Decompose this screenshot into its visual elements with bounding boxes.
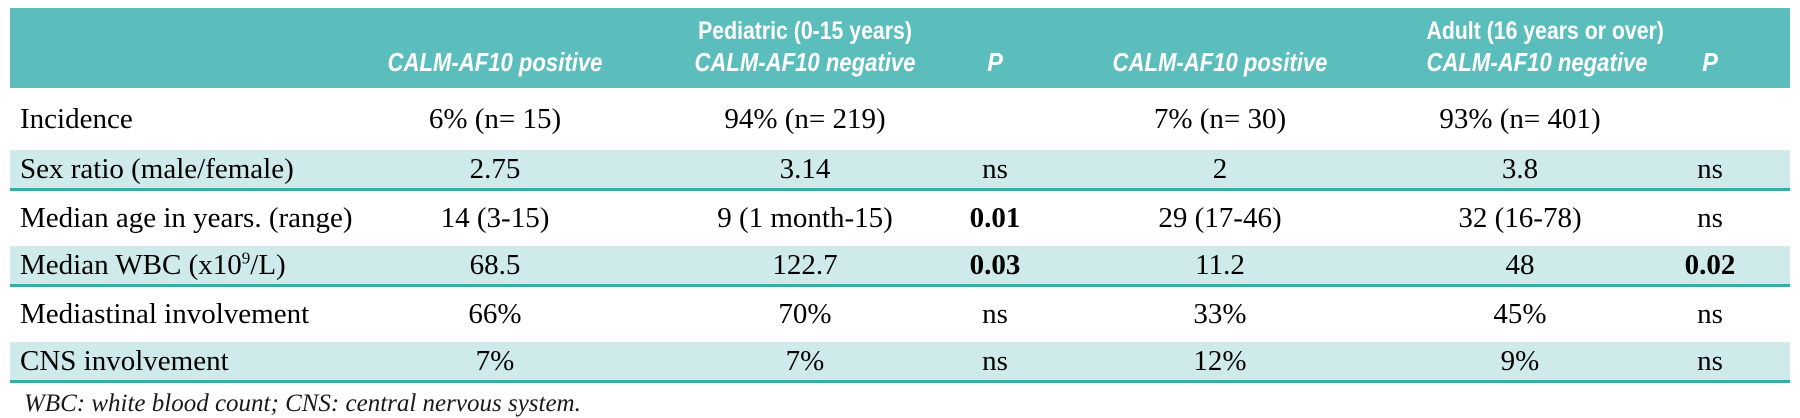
table-footnote: WBC: white blood count; CNS: central ner… bbox=[24, 390, 581, 417]
adult-group-label: Adult (16 years or over) bbox=[1426, 17, 1664, 45]
row-label: Sex ratio (male/female) bbox=[10, 150, 340, 191]
cell-ped-positive: 6% (n= 15) bbox=[428, 102, 562, 135]
cell-ped-p: 0.01 bbox=[969, 202, 1021, 234]
cell-ped-negative: 70% bbox=[778, 298, 832, 330]
ped-negative-label: CALM-AF10 negative bbox=[673, 46, 937, 78]
row-label: Incidence bbox=[20, 102, 133, 135]
gene-name: CALM-AF10 bbox=[694, 47, 820, 77]
cell-adult-negative: 3.8 bbox=[1410, 150, 1630, 191]
cell-adult-positive: 2 bbox=[1030, 150, 1410, 191]
header-cell-adult-p: P bbox=[1630, 8, 1790, 88]
cell-adult-negative: 32 (16-78) bbox=[1458, 202, 1582, 234]
table-row-cns: CNS involvement 7% 7% ns 12% 9% ns bbox=[10, 342, 1790, 383]
cell-adult-positive: 11.2 bbox=[1030, 246, 1410, 287]
cell-ped-p bbox=[960, 88, 1030, 150]
table-row-sex-ratio: Sex ratio (male/female) 2.75 3.14 ns 2 3… bbox=[10, 150, 1790, 191]
row-label: Median WBC (x109/L) bbox=[10, 246, 340, 287]
table-row-median-wbc: Median WBC (x109/L) 68.5 122.7 0.03 11.2… bbox=[10, 246, 1790, 287]
adult-positive-label: CALM-AF10 positive bbox=[1059, 46, 1382, 78]
cell-ped-p: ns bbox=[960, 150, 1030, 191]
table-row-mediastinal: Mediastinal involvement 66% 70% ns 33% 4… bbox=[10, 286, 1790, 343]
cell-ped-p: 0.03 bbox=[960, 246, 1030, 287]
status-negative: negative bbox=[1557, 47, 1648, 77]
cell-adult-negative: 48 bbox=[1410, 246, 1630, 287]
header-cell-empty bbox=[10, 8, 340, 88]
cell-ped-positive: 14 (3-15) bbox=[440, 202, 550, 234]
cell-ped-positive: 7% bbox=[340, 342, 650, 383]
cell-adult-p: ns bbox=[1630, 342, 1790, 383]
cell-adult-p: ns bbox=[1697, 202, 1723, 234]
p-value-header: P bbox=[987, 47, 1003, 77]
cell-adult-negative: 9% bbox=[1410, 342, 1630, 383]
cell-ped-positive: 68.5 bbox=[340, 246, 650, 287]
cell-ped-p: ns bbox=[982, 298, 1008, 330]
row-label: CNS involvement bbox=[10, 342, 340, 383]
cell-ped-p: ns bbox=[960, 342, 1030, 383]
table-header: CALM-AF10 positive Pediatric (0-15 years… bbox=[10, 8, 1790, 88]
row-label: Mediastinal involvement bbox=[20, 298, 310, 330]
pediatric-group-label: Pediatric (0-15 years) bbox=[698, 17, 912, 45]
cell-adult-negative: 45% bbox=[1493, 298, 1547, 330]
cell-adult-p bbox=[1630, 88, 1790, 150]
cell-adult-negative: 93% (n= 401) bbox=[1439, 102, 1601, 135]
wbc-exponent: 9 bbox=[241, 247, 251, 267]
header-cell-adult-negative: Adult (16 years or over) CALM-AF10 negat… bbox=[1410, 8, 1664, 88]
gene-name: CALM-AF10 bbox=[387, 47, 513, 77]
wbc-label-prefix: Median WBC (x10 bbox=[20, 248, 242, 281]
cell-adult-positive: 12% bbox=[1030, 342, 1410, 383]
cell-ped-negative: 122.7 bbox=[650, 246, 960, 287]
wbc-label-suffix: /L) bbox=[250, 248, 286, 281]
stat-table: CALM-AF10 positive Pediatric (0-15 years… bbox=[10, 8, 1790, 383]
cell-ped-negative: 3.14 bbox=[650, 150, 960, 191]
header-cell-ped-negative: Pediatric (0-15 years) CALM-AF10 negativ… bbox=[650, 8, 960, 88]
cell-adult-p: 0.02 bbox=[1630, 246, 1790, 287]
cell-adult-positive: 7% (n= 30) bbox=[1153, 102, 1287, 135]
cell-adult-positive: 33% bbox=[1193, 298, 1247, 330]
cell-ped-negative: 7% bbox=[650, 342, 960, 383]
table-row-incidence: Incidence 6% (n= 15) 94% (n= 219) 7% (n=… bbox=[10, 88, 1790, 150]
cell-adult-p: ns bbox=[1630, 150, 1790, 191]
cell-ped-positive: 2.75 bbox=[340, 150, 650, 191]
adult-negative-label: CALM-AF10 negative bbox=[1426, 46, 1648, 78]
status-positive: positive bbox=[518, 47, 603, 77]
cell-adult-positive: 29 (17-46) bbox=[1158, 202, 1282, 234]
header-cell-ped-p: P bbox=[960, 8, 1030, 88]
cell-adult-p: ns bbox=[1697, 298, 1723, 330]
gene-name: CALM-AF10 bbox=[1426, 47, 1552, 77]
status-positive: positive bbox=[1243, 47, 1328, 77]
status-negative: negative bbox=[825, 47, 916, 77]
row-label: Median age in years. (range) bbox=[20, 202, 353, 234]
p-value-header: P bbox=[1702, 47, 1718, 77]
header-cell-ped-positive: CALM-AF10 positive bbox=[340, 8, 650, 88]
ped-positive-label: CALM-AF10 positive bbox=[363, 46, 627, 78]
gene-name: CALM-AF10 bbox=[1112, 47, 1238, 77]
header-cell-adult-positive: CALM-AF10 positive bbox=[1030, 8, 1410, 88]
calm-af10-comparison-table: CALM-AF10 positive Pediatric (0-15 years… bbox=[10, 8, 1790, 418]
table-body: Incidence 6% (n= 15) 94% (n= 219) 7% (n=… bbox=[10, 88, 1790, 383]
cell-ped-positive: 66% bbox=[468, 298, 522, 330]
header-row: CALM-AF10 positive Pediatric (0-15 years… bbox=[10, 8, 1790, 88]
cell-ped-negative: 9 (1 month-15) bbox=[717, 202, 893, 234]
table-row-median-age: Median age in years. (range) 14 (3-15) 9… bbox=[10, 190, 1790, 247]
cell-ped-negative: 94% (n= 219) bbox=[724, 102, 886, 135]
